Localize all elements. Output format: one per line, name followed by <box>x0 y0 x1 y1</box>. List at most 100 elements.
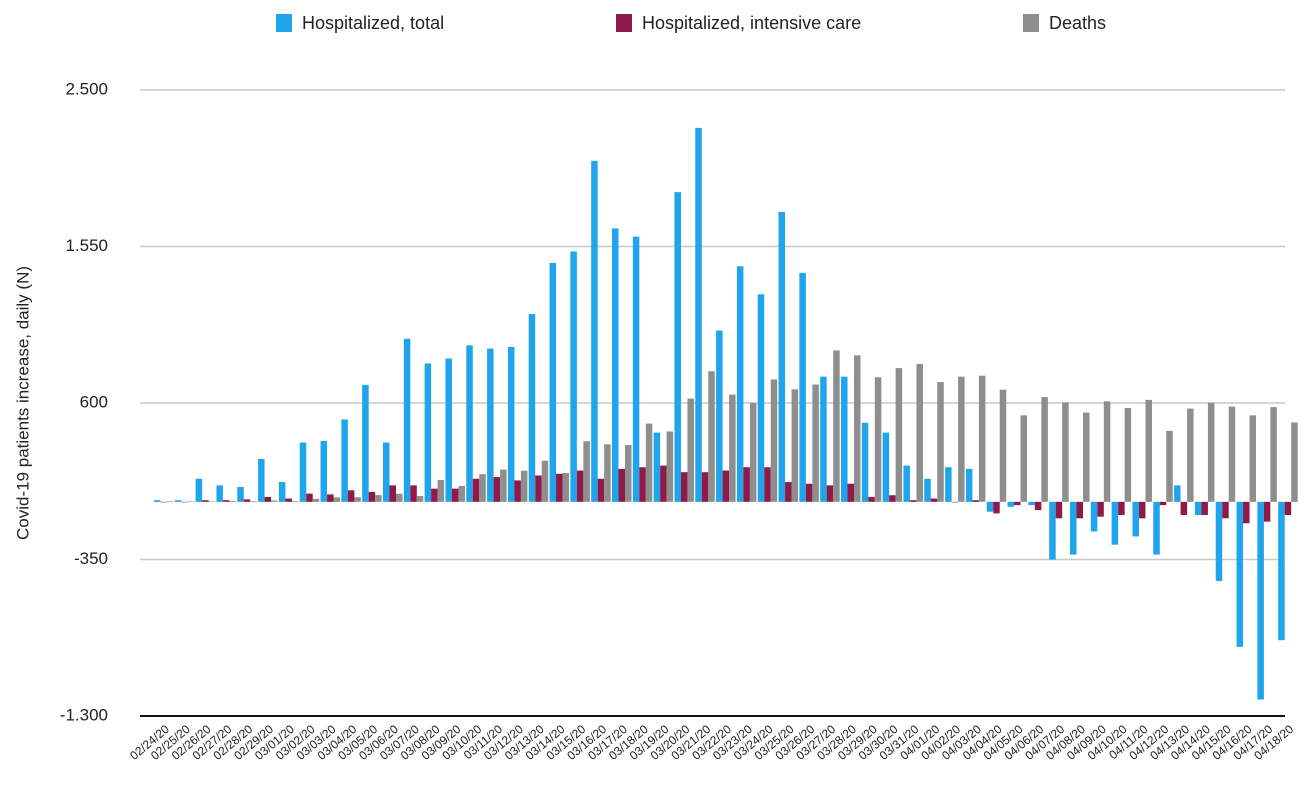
bar <box>154 500 161 502</box>
bar <box>202 500 209 502</box>
bar <box>895 368 903 502</box>
bar <box>1153 501 1160 555</box>
y-tick-label: 1.550 <box>65 236 108 255</box>
bar <box>354 497 361 502</box>
legend-swatch <box>1023 14 1039 32</box>
bar <box>1007 501 1015 507</box>
bar <box>1118 501 1125 516</box>
bar <box>1103 401 1111 502</box>
bar <box>160 501 167 503</box>
bar <box>410 485 417 502</box>
bar <box>1034 501 1042 511</box>
bar <box>258 459 265 502</box>
bar <box>520 470 528 502</box>
bar <box>1111 501 1119 545</box>
bar <box>743 467 750 502</box>
bar <box>1180 501 1188 516</box>
bar <box>695 127 702 502</box>
bar <box>1284 501 1292 516</box>
bar <box>999 389 1007 502</box>
bar <box>403 338 411 502</box>
legend-label: Hospitalized, total <box>302 13 444 33</box>
bar <box>362 384 369 502</box>
y-tick-label: -350 <box>74 549 108 568</box>
bar <box>854 355 861 502</box>
bar <box>1174 485 1181 502</box>
bar <box>632 236 640 502</box>
legend-swatch <box>616 14 632 32</box>
bar <box>660 465 667 502</box>
bar <box>701 472 709 502</box>
bar <box>195 478 203 502</box>
bar <box>909 500 917 502</box>
bar <box>1166 430 1173 502</box>
bar <box>716 330 723 502</box>
bar <box>958 376 965 502</box>
bar <box>1257 501 1264 700</box>
bar <box>389 485 396 502</box>
bar <box>597 478 605 502</box>
bar <box>278 482 286 502</box>
bar <box>1041 397 1048 502</box>
bar <box>507 346 515 502</box>
bar <box>1201 501 1208 516</box>
bar <box>299 442 307 502</box>
bar <box>458 485 465 502</box>
bar <box>327 494 334 502</box>
bar <box>882 432 890 502</box>
bar <box>243 499 251 502</box>
bar <box>708 371 715 502</box>
bar <box>833 350 840 502</box>
bar <box>222 500 230 502</box>
bar <box>1049 501 1056 560</box>
bar <box>174 500 182 502</box>
bar <box>986 501 994 512</box>
legend-label: Hospitalized, intensive care <box>642 13 861 33</box>
bar <box>945 467 952 502</box>
bar <box>666 431 674 502</box>
bar <box>445 358 452 502</box>
bar <box>1132 501 1139 537</box>
bar <box>903 465 910 502</box>
bar <box>375 495 382 502</box>
bar <box>653 432 661 502</box>
bar <box>674 192 681 502</box>
bar <box>250 501 257 502</box>
bar <box>562 473 570 502</box>
legend-label: Deaths <box>1049 13 1106 33</box>
bar <box>466 345 473 502</box>
bar <box>1243 501 1250 524</box>
bar <box>306 493 313 502</box>
bar <box>451 488 459 502</box>
bar <box>500 469 507 502</box>
y-tick-label: 600 <box>80 392 108 411</box>
bar <box>639 467 646 502</box>
bar <box>187 501 195 502</box>
bar <box>764 467 771 502</box>
bar <box>770 379 778 502</box>
bar <box>924 478 931 502</box>
bar <box>1070 501 1077 555</box>
bar <box>583 441 590 502</box>
bar <box>937 382 944 502</box>
bar <box>847 483 854 502</box>
bar <box>320 440 328 502</box>
bar <box>424 363 432 502</box>
bar <box>757 294 765 502</box>
bar <box>1020 415 1028 502</box>
bar <box>1222 501 1229 519</box>
bar <box>889 495 896 502</box>
bar <box>570 251 577 502</box>
bar <box>791 389 799 502</box>
bar <box>618 468 625 502</box>
bar <box>285 498 292 502</box>
bar <box>271 500 278 502</box>
bar <box>1097 501 1104 517</box>
bar <box>541 460 549 502</box>
bar <box>216 485 223 502</box>
bar <box>1215 501 1223 581</box>
bar <box>1236 501 1244 647</box>
bar <box>1014 501 1021 506</box>
bar <box>556 473 563 502</box>
